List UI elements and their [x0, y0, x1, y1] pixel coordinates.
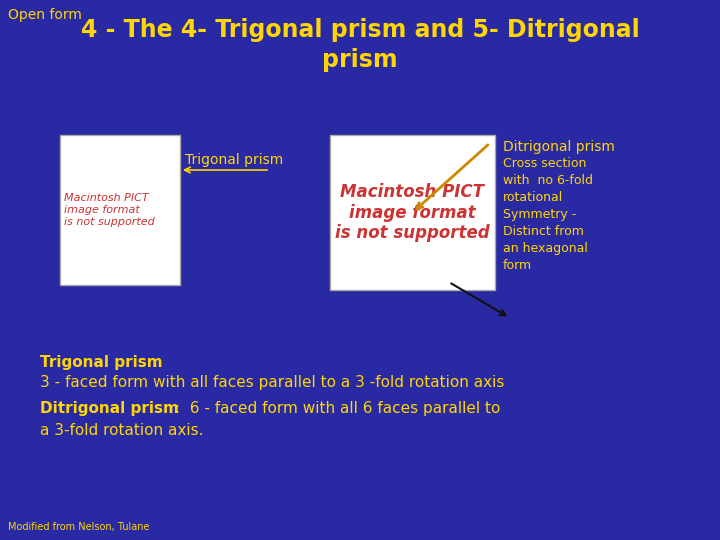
Text: Open form: Open form	[8, 8, 82, 22]
Text: :: :	[148, 355, 158, 370]
Text: Trigonal prism: Trigonal prism	[40, 355, 163, 370]
Text: 3 - faced form with all faces parallel to a 3 -fold rotation axis: 3 - faced form with all faces parallel t…	[40, 375, 505, 390]
Text: Modified from Nelson, Tulane: Modified from Nelson, Tulane	[8, 522, 150, 532]
Text: a 3-fold rotation axis.: a 3-fold rotation axis.	[40, 423, 204, 438]
Text: Ditrigonal prism: Ditrigonal prism	[503, 140, 615, 154]
Text: Macintosh PICT
image format
is not supported: Macintosh PICT image format is not suppo…	[64, 193, 155, 227]
Text: Trigonal prism: Trigonal prism	[185, 153, 283, 167]
Bar	[330, 135, 495, 290]
Text: Macintosh PICT
image format
is not supported: Macintosh PICT image format is not suppo…	[336, 183, 490, 242]
Text: Cross section
with  no 6-fold
rotational
Symmetry -
Distinct from
an hexagonal
f: Cross section with no 6-fold rotational …	[503, 157, 593, 272]
Text: :  6 - faced form with all 6 faces parallel to: : 6 - faced form with all 6 faces parall…	[170, 401, 500, 416]
Text: 4 - The 4- Trigonal prism and 5- Ditrigonal
prism: 4 - The 4- Trigonal prism and 5- Ditrigo…	[81, 18, 639, 72]
Text: Ditrigonal prism: Ditrigonal prism	[40, 401, 179, 416]
Bar	[60, 135, 180, 285]
